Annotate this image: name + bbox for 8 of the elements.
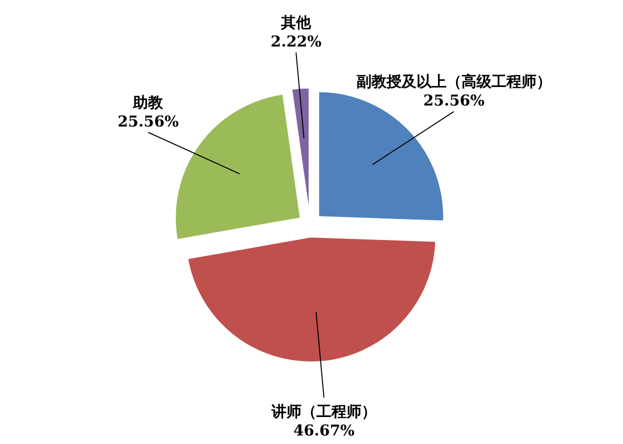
slice-label: 副教授及以上（高级工程师） xyxy=(356,72,552,91)
data-label: 25.56% xyxy=(423,92,484,110)
data-label: 46.67% xyxy=(293,422,355,440)
data-label: 25.56% xyxy=(118,112,179,130)
slice-label: 讲师（工程师） xyxy=(270,402,376,421)
slice-label: 助教 xyxy=(132,93,164,112)
data-label: 2.22% xyxy=(270,32,322,50)
slice-label: 其他 xyxy=(280,13,312,32)
